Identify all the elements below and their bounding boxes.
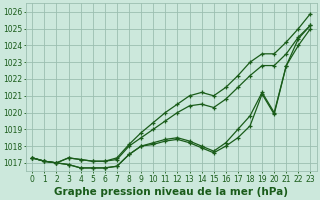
X-axis label: Graphe pression niveau de la mer (hPa): Graphe pression niveau de la mer (hPa) <box>54 187 288 197</box>
